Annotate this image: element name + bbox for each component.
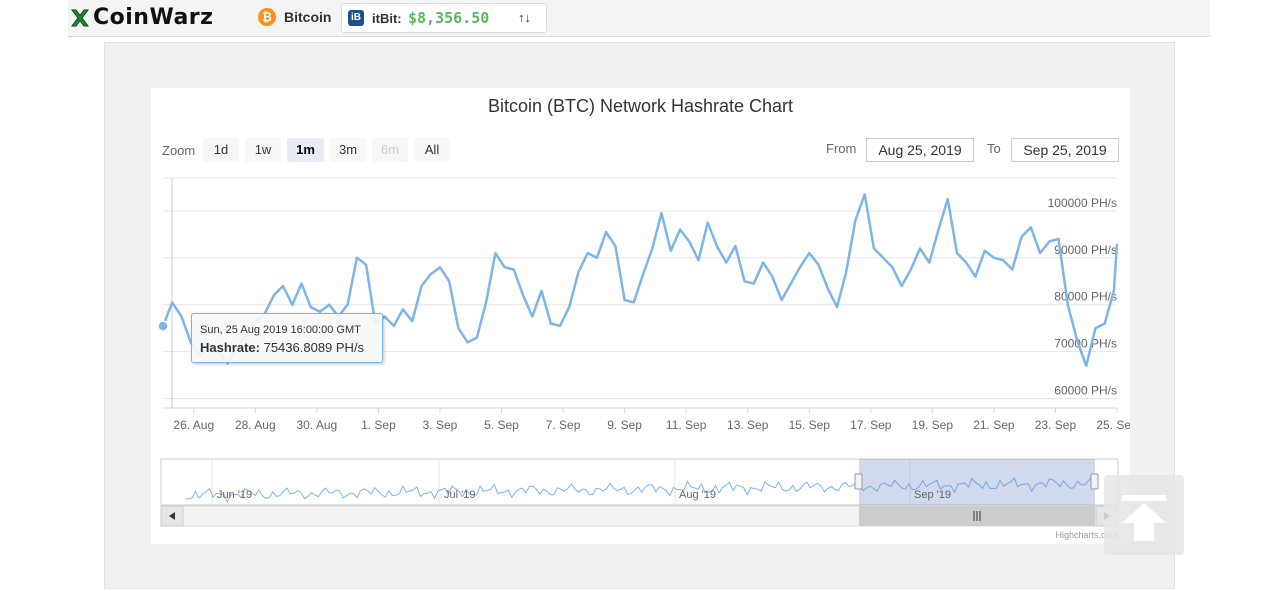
x-tick-label: 7. Sep bbox=[546, 418, 581, 432]
left-arrow-icon bbox=[169, 512, 175, 520]
zoom-label: Zoom bbox=[162, 143, 196, 158]
chart-plot[interactable]: 60000 PH/s 70000 PH/s 80000 PH/s 90000 PH/s… bbox=[151, 88, 1130, 544]
navigator-right-handle[interactable] bbox=[1090, 473, 1099, 490]
x-tick-label: 5. Sep bbox=[484, 418, 519, 432]
x-tick-label: 23. Sep bbox=[1035, 418, 1077, 432]
coin-selector[interactable]: ₿ Bitcoin bbox=[258, 8, 331, 26]
coinwarz-logo[interactable]: CoinWarz bbox=[70, 6, 213, 30]
itbit-icon: iB bbox=[348, 10, 364, 26]
highcharts-credit[interactable]: Highcharts.com bbox=[1055, 530, 1118, 540]
logo-x-icon bbox=[71, 9, 89, 27]
sort-arrows-icon[interactable]: ↑↓ bbox=[518, 10, 531, 25]
hashrate-chart: Bitcoin (BTC) Network Hashrate Chart Zoo… bbox=[151, 88, 1130, 544]
tooltip-value: Hashrate: 75436.8089 PH/s bbox=[200, 340, 364, 355]
navigator-month-label: Aug '19 bbox=[679, 489, 716, 501]
chart-title: Bitcoin (BTC) Network Hashrate Chart bbox=[487, 96, 794, 116]
navigator-area[interactable] bbox=[160, 458, 1119, 506]
x-tick-label: 28. Aug bbox=[235, 418, 276, 432]
navigator-series-line bbox=[184, 476, 1096, 503]
navigator-month-label: Sep '19 bbox=[914, 489, 951, 501]
x-tick-label: 26. Aug bbox=[173, 418, 214, 432]
hover-point-marker bbox=[157, 320, 169, 332]
zoom-1w-button[interactable]: 1w bbox=[245, 138, 281, 162]
navigator-month-label: Jul '19 bbox=[444, 489, 475, 501]
navigator-selection[interactable] bbox=[859, 459, 1095, 505]
y-tick-label: 90000 PH/s bbox=[1054, 243, 1117, 257]
y-tick-label: 80000 PH/s bbox=[1054, 290, 1117, 304]
ticker-price: $8,356.50 bbox=[408, 9, 490, 27]
tooltip-label: Hashrate: bbox=[200, 340, 260, 355]
x-tick-label: 17. Sep bbox=[850, 418, 892, 432]
x-tick-label: 13. Sep bbox=[727, 418, 769, 432]
zoom-1m-button[interactable]: 1m bbox=[287, 138, 324, 162]
x-tick-label: 21. Sep bbox=[973, 418, 1015, 432]
tooltip-number: 75436.8089 PH/s bbox=[263, 340, 365, 355]
tooltip-date: Sun, 25 Aug 2019 16:00:00 GMT bbox=[200, 324, 361, 336]
arrow-up-icon bbox=[1122, 495, 1166, 541]
from-label: From bbox=[826, 141, 857, 156]
coin-name: Bitcoin bbox=[284, 9, 332, 25]
ticker-exchange: itBit: bbox=[372, 11, 402, 26]
x-tick-label: 11. Sep bbox=[666, 418, 707, 432]
from-date-input[interactable]: Aug 25, 2019 bbox=[866, 138, 974, 162]
x-tick-label: 3. Sep bbox=[423, 418, 458, 432]
to-label: To bbox=[987, 141, 1001, 156]
y-tick-label: 100000 PH/s bbox=[1048, 196, 1117, 210]
zoom-all-button[interactable]: All bbox=[414, 138, 450, 162]
chart-tooltip: Sun, 25 Aug 2019 16:00:00 GMT Hashrate: … bbox=[191, 313, 383, 363]
site-header: CoinWarz ₿ Bitcoin iB itBit: $8,356.50 ↑… bbox=[68, 0, 1210, 37]
zoom-3m-button[interactable]: 3m bbox=[330, 138, 366, 162]
zoom-1d-button[interactable]: 1d bbox=[203, 138, 239, 162]
x-tick-label: 1. Sep bbox=[361, 418, 396, 432]
to-date-input[interactable]: Sep 25, 2019 bbox=[1011, 138, 1119, 162]
y-tick-label: 70000 PH/s bbox=[1054, 337, 1117, 351]
y-tick-label: 60000 PH/s bbox=[1054, 384, 1117, 398]
hashrate-series-line bbox=[161, 193, 1119, 368]
x-tick-label: 30. Aug bbox=[297, 418, 338, 432]
x-tick-label: 25. Sep bbox=[1096, 418, 1130, 432]
x-tick-label: 9. Sep bbox=[607, 418, 642, 432]
logo-text: CoinWarz bbox=[93, 5, 214, 30]
x-tick-label: 19. Sep bbox=[912, 418, 954, 432]
bitcoin-icon: ₿ bbox=[258, 8, 276, 26]
back-to-top-button[interactable] bbox=[1104, 475, 1184, 555]
x-tick-label: 15. Sep bbox=[789, 418, 831, 432]
navigator-month-label: Jun '19 bbox=[217, 489, 252, 501]
price-ticker[interactable]: iB itBit: $8,356.50 ↑↓ bbox=[341, 3, 547, 33]
zoom-6m-button: 6m bbox=[372, 138, 408, 162]
navigator-left-handle[interactable] bbox=[854, 473, 863, 490]
scrollbar-grip-icon bbox=[973, 511, 981, 521]
